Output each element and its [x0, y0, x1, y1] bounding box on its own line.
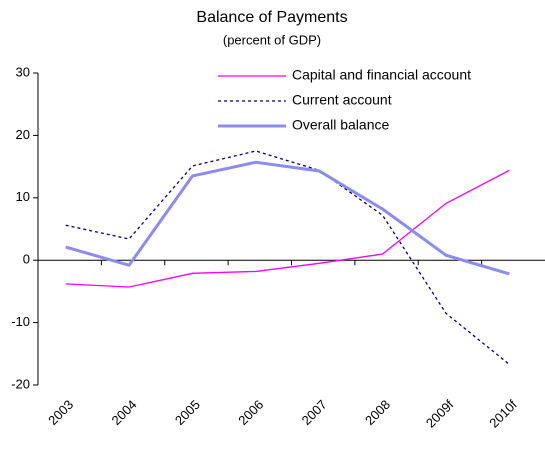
- legend-label: Overall balance: [292, 117, 389, 133]
- x-tick-label: 2008: [362, 397, 393, 428]
- x-tick-label: 2010f: [486, 397, 520, 431]
- legend-label: Current account: [292, 92, 392, 108]
- series-line: [65, 160, 510, 276]
- x-tick-label: 2006: [235, 397, 266, 428]
- x-tick-label: 2005: [172, 397, 203, 428]
- series-line: [65, 169, 510, 288]
- y-tick-label: -10: [11, 314, 30, 329]
- chart-subtitle: (percent of GDP): [223, 32, 321, 47]
- x-tick-label: 2003: [45, 397, 76, 428]
- legend-label: Capital and financial account: [292, 67, 471, 83]
- y-tick-label: 0: [23, 252, 30, 267]
- x-tick-label: 2004: [109, 397, 140, 428]
- y-tick-label: 10: [16, 189, 30, 204]
- x-tick-label: 2007: [299, 397, 330, 428]
- y-tick-label: 30: [16, 64, 30, 79]
- x-tick-label: 2009f: [423, 397, 457, 431]
- y-tick-label: 20: [16, 127, 30, 142]
- series-line: [65, 150, 510, 365]
- chart-title: Balance of Payments: [196, 9, 347, 26]
- y-tick-label: -20: [11, 376, 30, 391]
